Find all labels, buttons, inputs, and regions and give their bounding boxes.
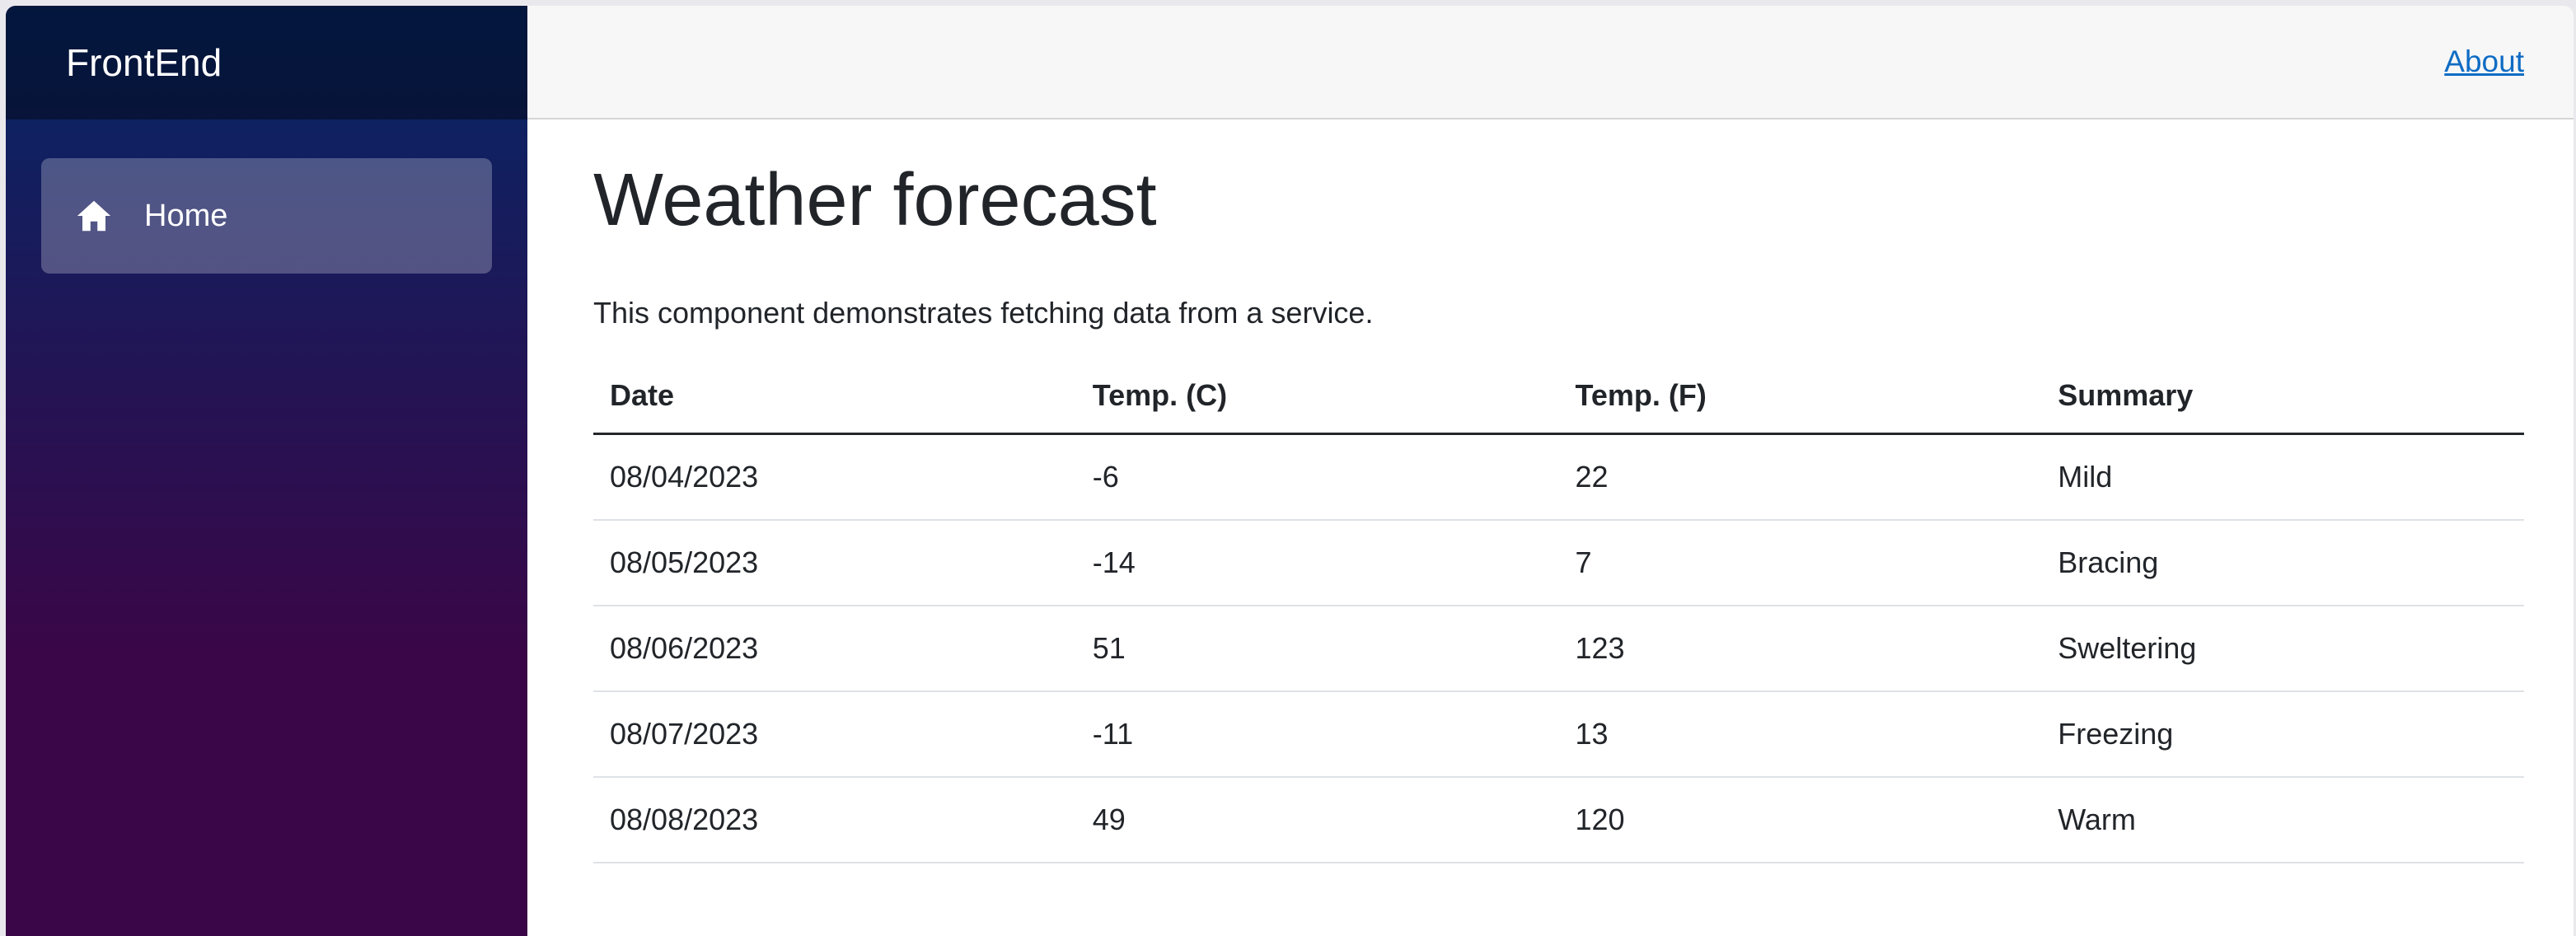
- weather-table: Date Temp. (C) Temp. (F) Summary 08/04/2…: [593, 360, 2524, 863]
- sidebar-item-label: Home: [144, 198, 228, 233]
- sidebar: FrontEnd Home: [6, 6, 527, 936]
- brand-title: FrontEnd: [66, 41, 222, 84]
- about-link[interactable]: About: [2444, 44, 2524, 78]
- sidebar-item-home[interactable]: Home: [41, 158, 492, 274]
- cell-summary: Freezing: [2041, 691, 2524, 778]
- table-header: Date Temp. (C) Temp. (F) Summary: [593, 360, 2524, 435]
- table-header-row: Date Temp. (C) Temp. (F) Summary: [593, 360, 2524, 435]
- cell-summary: Bracing: [2041, 520, 2524, 606]
- cell-temp-f: 22: [1558, 433, 2042, 521]
- content-area: Weather forecast This component demonstr…: [527, 119, 2574, 936]
- column-header-temp-f: Temp. (F): [1558, 360, 2042, 435]
- cell-temp-c: -11: [1075, 691, 1559, 778]
- brand-row: FrontEnd: [6, 6, 527, 119]
- column-header-date: Date: [593, 360, 1076, 435]
- table-row: 08/05/2023 -14 7 Bracing: [593, 520, 2524, 606]
- page-description: This component demonstrates fetching dat…: [593, 296, 1374, 330]
- cell-temp-f: 7: [1558, 520, 2042, 606]
- cell-temp-f: 120: [1558, 777, 2042, 863]
- app-container: FrontEnd Home About Weather forecast Thi…: [6, 6, 2574, 936]
- cell-date: 08/08/2023: [593, 777, 1076, 863]
- cell-date: 08/05/2023: [593, 520, 1076, 606]
- cell-temp-c: -6: [1075, 433, 1559, 521]
- home-icon: [75, 197, 113, 235]
- page-title: Weather forecast: [593, 159, 1157, 241]
- cell-summary: Warm: [2041, 777, 2524, 863]
- table-row: 08/08/2023 49 120 Warm: [593, 777, 2524, 863]
- cell-temp-c: 51: [1075, 606, 1559, 692]
- cell-date: 08/06/2023: [593, 606, 1076, 692]
- sidebar-nav: Home: [6, 119, 527, 274]
- table-row: 08/04/2023 -6 22 Mild: [593, 433, 2524, 521]
- cell-date: 08/07/2023: [593, 691, 1076, 778]
- cell-temp-f: 123: [1558, 606, 2042, 692]
- column-header-temp-c: Temp. (C): [1075, 360, 1559, 435]
- top-bar: About: [527, 6, 2574, 119]
- table-row: 08/07/2023 -11 13 Freezing: [593, 691, 2524, 778]
- cell-temp-c: -14: [1075, 520, 1559, 606]
- cell-summary: Mild: [2041, 433, 2524, 521]
- cell-summary: Sweltering: [2041, 606, 2524, 692]
- table-row: 08/06/2023 51 123 Sweltering: [593, 606, 2524, 692]
- column-header-summary: Summary: [2041, 360, 2524, 435]
- table-body: 08/04/2023 -6 22 Mild 08/05/2023 -14 7 B…: [593, 433, 2524, 863]
- main-column: About Weather forecast This component de…: [527, 6, 2574, 936]
- cell-temp-f: 13: [1558, 691, 2042, 778]
- cell-date: 08/04/2023: [593, 433, 1076, 521]
- cell-temp-c: 49: [1075, 777, 1559, 863]
